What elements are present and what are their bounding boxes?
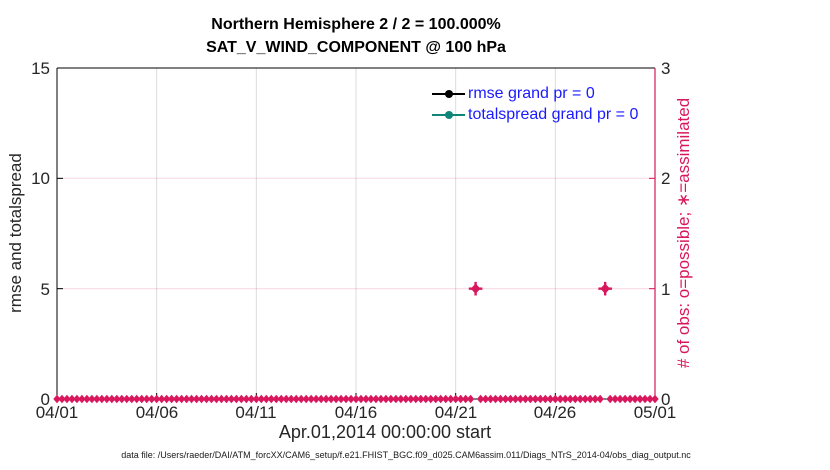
legend: rmse grand pr = 0 totalspread grand pr =… <box>432 83 638 125</box>
legend-item-rmse: rmse grand pr = 0 <box>432 83 638 104</box>
x-tick-label: 04/01 <box>35 403 79 422</box>
legend-item-totalspread: totalspread grand pr = 0 <box>432 104 638 125</box>
x-tick-label: 04/26 <box>533 403 577 422</box>
chart-title: Northern Hemisphere 2 / 2 = 100.000% <box>211 16 501 33</box>
circle-marker-icon <box>444 89 453 98</box>
y-left-tick-label: 15 <box>31 59 50 78</box>
x-tick-label: 05/01 <box>633 403 677 422</box>
y-right-tick-label: 1 <box>661 280 671 299</box>
legend-swatch-totalspread <box>432 110 465 120</box>
y-right-tick-label: 2 <box>661 169 671 188</box>
y-left-tick-label: 10 <box>31 169 50 188</box>
y-left-tick-label: 5 <box>40 280 50 299</box>
x-tick-label: 04/21 <box>434 403 478 422</box>
legend-label: totalspread grand pr = 0 <box>468 105 639 123</box>
circle-marker-icon <box>444 110 453 119</box>
x-tick-label: 04/06 <box>135 403 179 422</box>
chart-subtitle: SAT_V_WIND_COMPONENT @ 100 hPa <box>206 39 506 56</box>
left-axis-label: rmse and totalspread <box>6 153 25 313</box>
right-axis-label: # of obs: o=possible; ∗=assimilated <box>674 97 693 369</box>
y-right-tick-label: 0 <box>661 390 671 409</box>
x-axis-label: Apr.01,2014 00:00:00 start <box>278 422 492 442</box>
y-left-tick-label: 0 <box>40 390 50 409</box>
legend-swatch-rmse <box>432 89 465 99</box>
y-right-tick-label: 3 <box>661 59 671 78</box>
x-tick-label: 04/16 <box>334 403 378 422</box>
legend-label: rmse grand pr = 0 <box>468 84 595 102</box>
data-file-caption: data file: /Users/raeder/DAI/ATM_forcXX/… <box>121 450 691 460</box>
x-tick-label: 04/11 <box>235 403 277 422</box>
